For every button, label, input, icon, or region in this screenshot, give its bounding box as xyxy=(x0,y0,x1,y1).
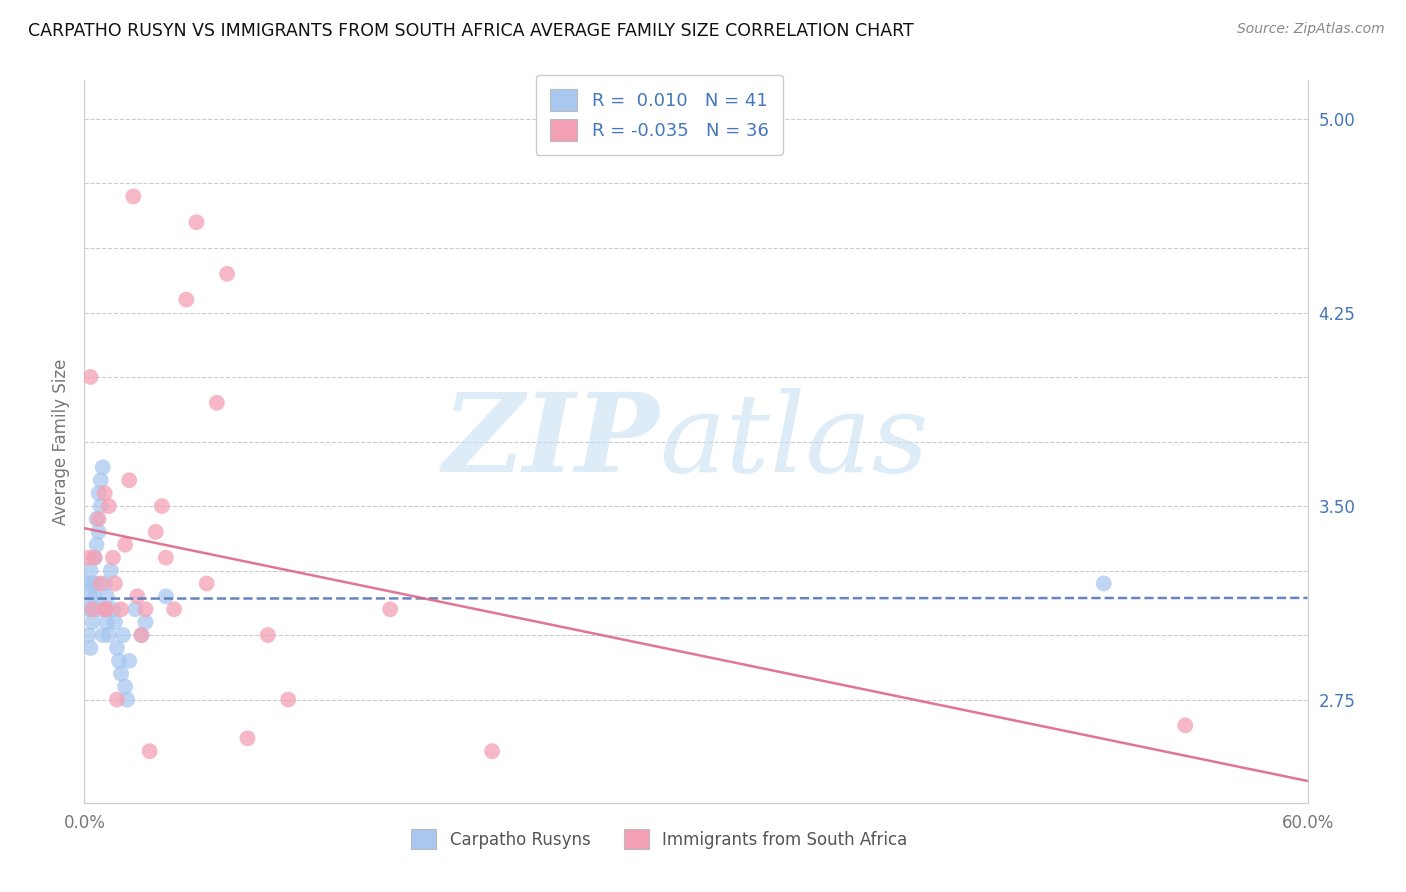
Point xyxy=(91,460,114,475)
Point xyxy=(127,590,149,604)
Point xyxy=(90,473,112,487)
Point xyxy=(150,499,173,513)
Point xyxy=(77,628,100,642)
Point xyxy=(79,640,101,655)
Point xyxy=(163,602,186,616)
Point xyxy=(118,473,141,487)
Point xyxy=(77,550,100,565)
Point xyxy=(93,602,115,616)
Point xyxy=(77,602,100,616)
Point xyxy=(100,564,122,578)
Point xyxy=(118,654,141,668)
Point xyxy=(97,628,120,642)
Point xyxy=(82,602,104,616)
Point xyxy=(93,576,115,591)
Point xyxy=(87,486,110,500)
Point xyxy=(101,602,124,616)
Point xyxy=(90,499,112,513)
Point xyxy=(1174,718,1197,732)
Legend: Carpatho Rusyns, Immigrants from South Africa: Carpatho Rusyns, Immigrants from South A… xyxy=(405,822,914,856)
Point xyxy=(114,680,136,694)
Point xyxy=(155,590,177,604)
Point xyxy=(83,576,105,591)
Point xyxy=(236,731,259,746)
Point xyxy=(90,576,112,591)
Point xyxy=(112,628,135,642)
Point xyxy=(105,692,128,706)
Point xyxy=(83,550,105,565)
Point xyxy=(87,512,110,526)
Point xyxy=(481,744,503,758)
Point xyxy=(79,590,101,604)
Point xyxy=(108,654,131,668)
Point xyxy=(83,590,105,604)
Point xyxy=(138,744,160,758)
Point xyxy=(93,486,115,500)
Point xyxy=(82,602,104,616)
Point xyxy=(186,215,208,229)
Point xyxy=(91,628,114,642)
Point xyxy=(131,628,153,642)
Point xyxy=(104,576,127,591)
Point xyxy=(131,628,153,642)
Point xyxy=(155,550,177,565)
Point xyxy=(110,602,132,616)
Point xyxy=(135,602,157,616)
Point xyxy=(83,550,105,565)
Point xyxy=(174,293,197,307)
Point xyxy=(82,615,104,630)
Text: ZIP: ZIP xyxy=(443,388,659,495)
Point xyxy=(86,538,108,552)
Point xyxy=(145,524,167,539)
Point xyxy=(380,602,402,616)
Point xyxy=(87,602,110,616)
Point xyxy=(195,576,218,591)
Point xyxy=(101,550,124,565)
Point xyxy=(96,602,118,616)
Point xyxy=(110,666,132,681)
Y-axis label: Average Family Size: Average Family Size xyxy=(52,359,70,524)
Point xyxy=(205,396,228,410)
Point xyxy=(1092,576,1115,591)
Point xyxy=(277,692,299,706)
Point xyxy=(124,602,146,616)
Point xyxy=(87,524,110,539)
Point xyxy=(86,512,108,526)
Point xyxy=(135,615,157,630)
Point xyxy=(217,267,239,281)
Point xyxy=(97,499,120,513)
Point xyxy=(79,564,101,578)
Point xyxy=(104,615,127,630)
Point xyxy=(75,576,97,591)
Point xyxy=(96,590,118,604)
Point xyxy=(105,640,128,655)
Text: atlas: atlas xyxy=(659,388,929,495)
Point xyxy=(82,576,104,591)
Point xyxy=(93,602,115,616)
Point xyxy=(122,189,145,203)
Point xyxy=(257,628,280,642)
Text: Source: ZipAtlas.com: Source: ZipAtlas.com xyxy=(1237,22,1385,37)
Point xyxy=(79,370,101,384)
Point xyxy=(115,692,138,706)
Point xyxy=(96,615,118,630)
Point xyxy=(114,538,136,552)
Text: CARPATHO RUSYN VS IMMIGRANTS FROM SOUTH AFRICA AVERAGE FAMILY SIZE CORRELATION C: CARPATHO RUSYN VS IMMIGRANTS FROM SOUTH … xyxy=(28,22,914,40)
